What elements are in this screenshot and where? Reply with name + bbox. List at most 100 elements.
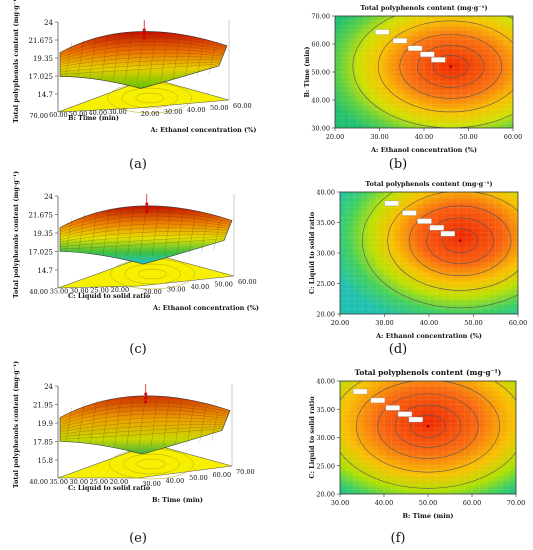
x-tick-label: 30.00 [142,480,161,488]
panel-caption-a: (a) [129,157,147,172]
contour-line [426,217,494,264]
mesh-line [114,398,121,446]
panel-caption-b: (b) [389,157,407,172]
y-axis-title: B: Time (min) [303,47,311,98]
z-tick-label: 19.9 [37,420,53,428]
y-axis-title: C: Liquid to solid ratio [308,211,316,294]
contour-plot-f: 30.00 40.00 50.00 60.00 70.00 20.00 25.00 30.00… [308,368,526,520]
x-tick-label: 20.00 [141,110,160,118]
mesh-line [213,221,220,251]
z-tick-label: 21.675 [29,37,54,45]
mesh-line [77,39,85,77]
y-tick-label: 25.00 [90,478,109,486]
panel-caption-f: (f) [391,531,406,546]
mesh-line [125,34,132,81]
x-axis-title: B: Time (min) [403,512,454,520]
mesh-line [196,43,204,77]
mesh-line [113,34,120,80]
z-tick-label: 14.7 [37,91,53,99]
contour-line [432,55,469,78]
mesh-line [59,59,222,70]
mesh-line [59,428,223,440]
y-tick-label: 40.00 [316,189,335,197]
mesh-line [164,210,171,256]
contour-line [387,192,518,291]
y-tick-label: 60.00 [49,111,68,119]
x-tick-label: 40.00 [187,106,206,114]
x-tick-label: 20.00 [331,319,350,327]
mesh-line [59,417,227,430]
x-tick-label: 30.00 [167,286,186,294]
mesh-line [59,236,226,247]
mesh-line [59,227,229,240]
panel-caption-c: (c) [129,342,146,357]
mesh-line [102,209,110,255]
y-axis-title: B: Time (min) [68,114,119,122]
x-tick-label: 60.00 [504,133,523,141]
mesh-line [65,42,73,75]
contour-lines [352,16,513,128]
contour-label-box [397,411,413,417]
x-tick-label: 50.00 [210,104,229,112]
mesh-line [65,406,73,441]
mesh-line [59,413,227,428]
y-axis-title: C: Liquid to solid ratio [308,396,316,479]
y-tick-label: 40.00 [29,288,48,296]
heat-field [335,16,513,128]
contour-lines [361,192,518,309]
optimum-point [449,65,453,68]
response-surface [59,31,228,89]
z-tick-label: 24 [44,19,53,27]
x-tick-label: 40.00 [375,499,394,507]
mesh-line [188,214,196,254]
x-tick-label: 70.00 [236,468,255,476]
mesh-line [173,38,180,80]
z-tick-label: 19.35 [33,55,53,63]
contour-label-box [408,416,423,423]
y-tick-label: 40.00 [316,378,335,386]
mesh-line [59,49,224,63]
x-tick-label: 30.00 [375,319,394,327]
y-tick-label: 30.00 [70,478,89,486]
contour-line [377,20,513,113]
optimum-point [458,239,462,243]
y-tick-label: 40.00 [88,109,107,117]
y-tick-label: 50.00 [311,69,330,77]
y-tick-label: 20.00 [110,478,129,486]
x-axis-title: A: Ethanol concentration (%) [370,146,477,154]
mesh-line [59,41,226,58]
y-tick-label: 25.00 [316,462,335,470]
y-tick-label: 60.00 [311,41,330,49]
x-axis-title: A: Ethanol concentration (%) [152,304,259,312]
contour-label-box [384,200,399,207]
mesh-line [59,238,225,250]
contour-label-box [407,45,423,51]
mesh-line [149,34,156,81]
y-axis-title: C: Liquid to solid ratio [68,292,151,300]
y-axis-title: C: Liquid to solid ratio [68,484,151,492]
surface-plot-e: 15.8 17.85 19.9 21.95 24 Total polyphenols co… [12,361,255,504]
z-tick-label: 14.7 [37,267,53,275]
mesh-line [78,213,85,253]
mesh-line [89,37,96,78]
x-tick-label: 70.00 [507,499,526,507]
contour-label-box [392,38,408,44]
contour-line [356,381,500,473]
x-tick-label: 30.00 [331,499,350,507]
floor-contour [121,87,178,109]
contour-lines [340,381,516,489]
mesh-line [59,63,220,75]
contour-line [417,45,485,88]
contour-label-box [429,225,444,231]
floor-contour [124,263,181,285]
y-tick-label: 35.00 [50,288,69,296]
contour-label-box [370,397,386,404]
plot-title: Total polyphenols content (mg·g⁻¹) [355,368,502,377]
contour-line [408,205,512,276]
y-tick-label: 35.00 [316,219,335,227]
mesh-line [187,404,194,444]
mesh-line [66,216,73,251]
mesh-line [176,212,184,255]
mesh-line [59,405,229,423]
mesh-line [59,52,224,65]
